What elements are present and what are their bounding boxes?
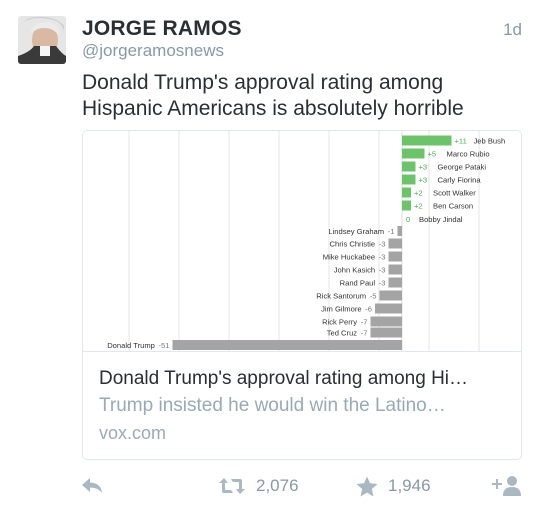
category-label-mike-huckabee: Mike Huckabee <box>323 252 375 261</box>
value-label-carly-fiorina: +3 <box>419 175 428 184</box>
value-label-john-kasich: -3 <box>379 265 386 274</box>
value-label-ben-carson: +2 <box>414 201 423 210</box>
category-label-rick-perry: Rick Perry <box>322 317 357 326</box>
category-label-ben-carson: Ben Carson <box>433 201 473 210</box>
value-label-rand-paul: -3 <box>379 278 386 287</box>
card-image-chart[interactable]: +11 Jeb Bush +5 Marco Rubio +3 George Pataki +… <box>83 131 521 351</box>
bar-rand-paul <box>388 277 402 288</box>
card-description: Trump insisted he would win the Latino… <box>99 395 446 416</box>
bar-jim-gilmore <box>375 303 402 314</box>
retweet-icon <box>218 476 246 496</box>
card-domain: vox.com <box>99 423 167 443</box>
category-label-john-kasich: John Kasich <box>334 265 375 274</box>
category-label-jim-gilmore: Jim Gilmore <box>321 304 362 313</box>
follow-button[interactable] <box>490 470 524 502</box>
value-label-donald-trump: -51 <box>159 341 170 350</box>
add-user-icon <box>490 475 524 497</box>
bar-mike-huckabee <box>388 251 402 262</box>
retweet-button[interactable]: 2,076 <box>218 470 299 502</box>
star-icon <box>356 476 378 497</box>
card-title[interactable]: Donald Trump's approval rating among Hi… <box>99 368 469 389</box>
category-label-chris-christie: Chris Christie <box>330 239 376 248</box>
card-info[interactable]: Donald Trump's approval rating among Hi…… <box>83 351 521 459</box>
value-label-rick-perry: -7 <box>361 317 368 326</box>
author-handle[interactable]: @jorgeramosnews <box>82 41 224 60</box>
bar-scott-walker <box>402 187 411 198</box>
approval-bar-chart: +11 Jeb Bush +5 Marco Rubio +3 George Pataki +… <box>107 131 506 351</box>
category-label-rick-santorum: Rick Santorum <box>316 291 366 300</box>
value-label-ted-cruz: -7 <box>361 328 368 337</box>
category-label-marco-rubio: Marco Rubio <box>447 149 490 158</box>
value-label-rick-santorum: -5 <box>370 291 377 300</box>
category-label-ted-cruz: Ted Cruz <box>327 328 358 337</box>
category-label-carly-fiorina: Carly Fiorina <box>438 175 482 184</box>
retweet-count: 2,076 <box>256 476 299 495</box>
value-label-jeb-bush: +11 <box>455 136 467 145</box>
bar-donald-trump <box>172 340 402 350</box>
author-name[interactable]: JORGE RAMOS <box>82 17 242 40</box>
reply-button[interactable] <box>80 470 104 502</box>
bar-rick-santorum <box>379 290 402 301</box>
value-label-mike-huckabee: -3 <box>379 252 386 261</box>
value-label-chris-christie: -3 <box>379 239 386 248</box>
value-label-george-pataki: +3 <box>419 162 428 171</box>
value-label-scott-walker: +2 <box>414 188 423 197</box>
bar-george-pataki <box>402 161 416 172</box>
value-label-lindsey-graham: -1 <box>388 227 395 236</box>
bar-carly-fiorina <box>402 174 416 185</box>
category-label-bobby-jindal: Bobby Jindal <box>419 215 463 224</box>
category-label-jeb-bush: Jeb Bush <box>474 136 506 145</box>
tweet-actions: 2,076 1,946 <box>0 470 540 502</box>
category-label-donald-trump: Donald Trump <box>107 341 155 350</box>
bar-john-kasich <box>388 264 402 275</box>
value-label-bobby-jindal: 0 <box>406 215 410 224</box>
value-label-marco-rubio: +5 <box>428 149 437 158</box>
bar-chris-christie <box>388 238 402 249</box>
reply-icon <box>80 476 104 496</box>
favorite-count: 1,946 <box>388 476 431 495</box>
bar-ted-cruz <box>370 327 402 338</box>
bar-marco-rubio <box>402 148 425 159</box>
category-label-george-pataki: George Pataki <box>438 162 487 171</box>
link-card[interactable]: +11 Jeb Bush +5 Marco Rubio +3 George Pataki +… <box>82 130 522 460</box>
value-label-jim-gilmore: -6 <box>365 304 372 313</box>
author-avatar[interactable] <box>18 16 66 64</box>
category-label-lindsey-graham: Lindsey Graham <box>328 227 384 236</box>
timestamp[interactable]: 1d <box>503 20 522 39</box>
tweet-text: Donald Trump's approval rating among His… <box>82 71 464 120</box>
bar-lindsey-graham <box>397 226 402 236</box>
category-label-rand-paul: Rand Paul <box>340 278 376 287</box>
bar-ben-carson <box>402 200 411 211</box>
favorite-button[interactable]: 1,946 <box>356 470 431 502</box>
bar-rick-perry <box>370 316 402 327</box>
bar-jeb-bush <box>402 135 452 146</box>
category-label-scott-walker: Scott Walker <box>433 188 476 197</box>
